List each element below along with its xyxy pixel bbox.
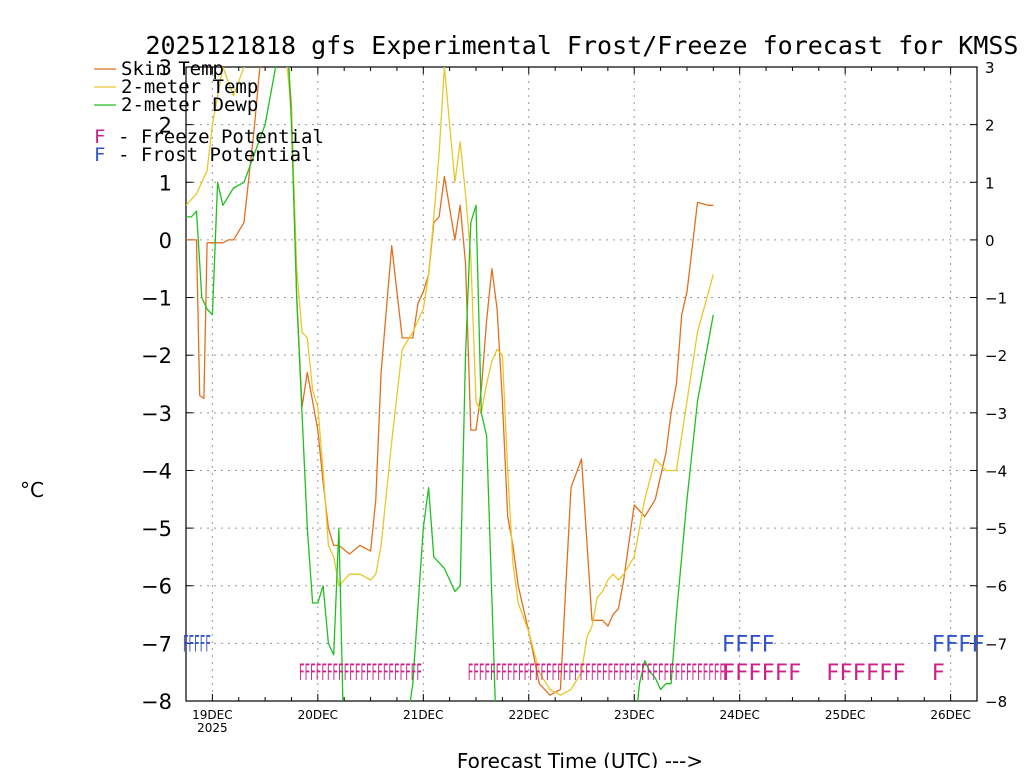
legend-entry: 2-meter Dewp	[121, 94, 258, 116]
y-tick-label-left: −7	[141, 632, 172, 656]
frost-flag-row: FFFFF	[183, 632, 211, 657]
y-tick-label-left: 2	[159, 114, 172, 138]
y-tick-label-left: −1	[141, 287, 172, 311]
legend-flag-marker: F	[94, 144, 105, 166]
y-tick-label-right: 0	[985, 232, 995, 250]
legend-entry: 2-meter Temp	[121, 76, 258, 98]
y-tick-label-left: 0	[159, 229, 172, 253]
x-tick-label: 22DEC	[509, 708, 549, 722]
chart-title: 2025121818 gfs Experimental Frost/Freeze…	[146, 31, 1019, 60]
freeze-flag-row: FFFFFFFFFFFFFFFFFFFFFF	[299, 661, 422, 686]
freeze-flag-row: FFFFFF	[722, 661, 801, 686]
y-tick-label-left: 3	[159, 56, 172, 80]
frost-flag-row: FFFF	[722, 632, 775, 657]
x-tick-label: 23DEC	[614, 708, 654, 722]
series-line-2-meter-dewp	[186, 67, 714, 701]
y-tick-label-right: −8	[985, 693, 1007, 711]
freeze-flag-row: F	[932, 661, 945, 686]
series-lines	[186, 67, 714, 701]
y-tick-label-right: −5	[985, 520, 1007, 538]
freeze-flag-row: FFFFFF	[826, 661, 905, 686]
y-tick-label-right: −1	[985, 290, 1007, 308]
y-tick-label-left: 1	[159, 171, 172, 195]
legend-flag-marker: F	[94, 126, 105, 148]
y-tick-label-right: −6	[985, 578, 1007, 596]
x-tick-label: 19DEC	[192, 708, 232, 722]
frost-flag-row: FFFF	[932, 632, 985, 657]
y-tick-label-right: 2	[985, 117, 995, 135]
x-tick-label: 25DEC	[825, 708, 865, 722]
freeze-flag-row: FFFFFFFFFFFFFFFFFFFFFFFFFFFFFFFFFFFFFFFF…	[468, 661, 731, 686]
series-line-skin-temp	[186, 67, 714, 696]
y-tick-label-right: −2	[985, 347, 1007, 365]
y-tick-label-left: −2	[141, 344, 172, 368]
legend-flag-entry: - Frost Potential	[118, 144, 312, 166]
series-line-2-meter-temp	[186, 67, 714, 696]
frost-freeze-flags: FFFFF FFFF FFFFFFFFFFFFFFFFFFFFFFFFFF FFFFF…	[183, 632, 985, 686]
y-tick-label-left: −6	[141, 575, 172, 599]
y-tick-label-left: −5	[141, 517, 172, 541]
x-axis-label: Forecast Time (UTC) --->	[457, 749, 703, 768]
x-tick-label: 24DEC	[719, 708, 759, 722]
gridlines	[186, 67, 977, 701]
x-tick-label: 21DEC	[403, 708, 443, 722]
y-tick-label-right: −7	[985, 635, 1007, 653]
y-axis-label: °C	[20, 478, 44, 502]
x-tick-sublabel: 2025	[197, 721, 228, 735]
legend-entry: Skin Temp	[121, 58, 224, 80]
x-tick-label: 26DEC	[930, 708, 970, 722]
x-tick-label: 20DEC	[298, 708, 338, 722]
y-tick-label-right: −3	[985, 405, 1007, 423]
legend-flag-entry: - Freeze Potential	[118, 126, 324, 148]
axis-ticks: −8 −8 −7 −7 −6 −6 −5 −5 −4 −4 −3 −3 −2 −2 −1 −1 0 0 1 1 2 2 3 3…	[141, 56, 1007, 735]
y-tick-label-right: 1	[985, 174, 995, 192]
y-tick-label-right: 3	[985, 59, 995, 77]
y-tick-label-right: −4	[985, 462, 1007, 480]
y-tick-label-left: −3	[141, 402, 172, 426]
y-tick-label-left: −4	[141, 459, 172, 483]
y-tick-label-left: −8	[141, 690, 172, 714]
